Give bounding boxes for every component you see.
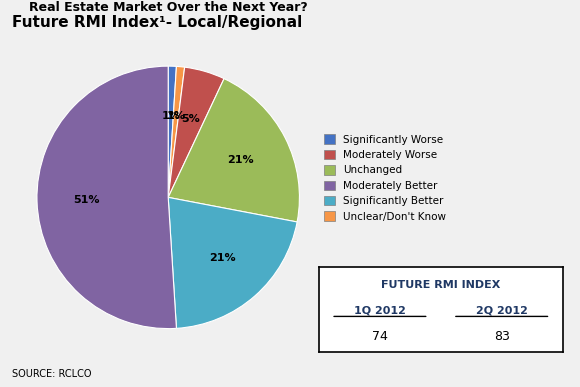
Text: 2Q 2012: 2Q 2012	[476, 305, 528, 315]
Wedge shape	[37, 66, 176, 329]
Text: 21%: 21%	[227, 156, 254, 165]
Text: FUTURE RMI INDEX: FUTURE RMI INDEX	[381, 280, 501, 290]
Wedge shape	[168, 66, 176, 197]
Text: 51%: 51%	[74, 195, 100, 205]
Text: 1%: 1%	[161, 111, 180, 121]
Text: 1%: 1%	[166, 111, 185, 122]
Title: Expectation of Performance of Regional Economy and
Real Estate Market Over the N: Expectation of Performance of Regional E…	[0, 0, 357, 14]
Wedge shape	[168, 67, 224, 197]
Wedge shape	[168, 79, 299, 222]
Text: Future RMI Index¹- Local/Regional: Future RMI Index¹- Local/Regional	[12, 15, 302, 31]
Wedge shape	[168, 197, 297, 328]
Text: 83: 83	[494, 330, 510, 343]
Legend: Significantly Worse, Moderately Worse, Unchanged, Moderately Better, Significant: Significantly Worse, Moderately Worse, U…	[324, 134, 446, 222]
Text: 21%: 21%	[209, 253, 235, 264]
Text: 1Q 2012: 1Q 2012	[354, 305, 406, 315]
Text: 74: 74	[372, 330, 388, 343]
Text: SOURCE: RCLCO: SOURCE: RCLCO	[12, 369, 91, 379]
Text: 5%: 5%	[182, 114, 200, 124]
Wedge shape	[168, 67, 184, 197]
Ellipse shape	[60, 194, 277, 249]
